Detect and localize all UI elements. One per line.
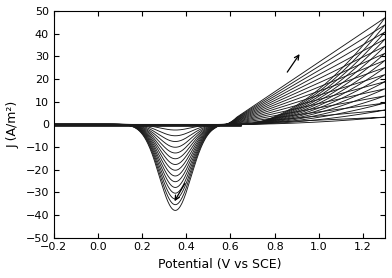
Y-axis label: J (A/m²): J (A/m²): [7, 101, 20, 148]
X-axis label: Potential (V vs SCE): Potential (V vs SCE): [158, 258, 281, 271]
